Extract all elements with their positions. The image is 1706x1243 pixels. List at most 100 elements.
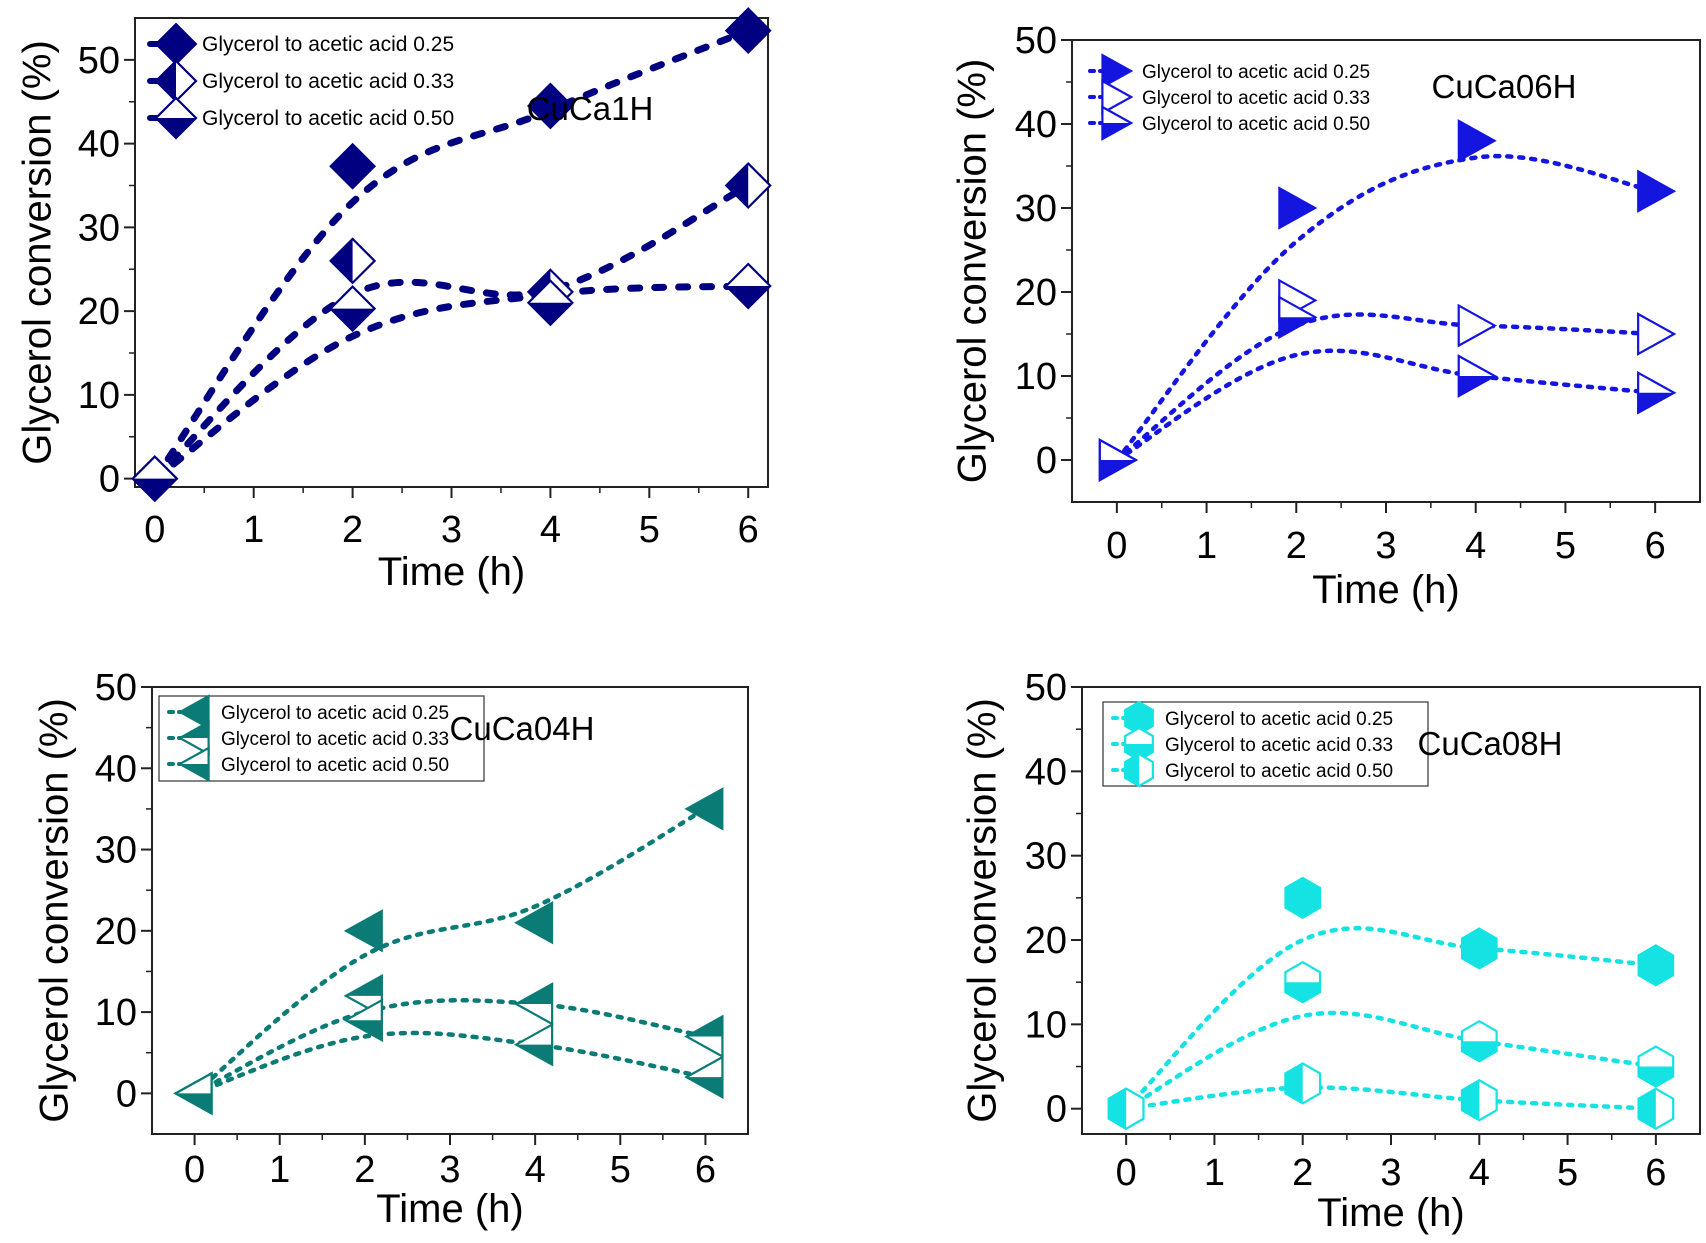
panel-title: CuCa04H: [450, 710, 595, 747]
legend-label: Glycerol to acetic acid 0.25: [221, 703, 449, 724]
series-line-1: [1123, 926, 1659, 1111]
data-point: [131, 455, 179, 503]
data-point: [1457, 303, 1497, 348]
chart-panel-cuca04h: 0 1 2 3 4 5 6 0 10 20 30 40 50 Time (h) Glycerol conve…: [33, 667, 749, 1231]
legend-label: Glycerol to acetic acid 0.50: [1165, 761, 1393, 782]
data-point: [1460, 1078, 1498, 1122]
x-tick-label: 3: [1375, 525, 1396, 567]
legend-marker: [1124, 726, 1154, 762]
legend-marker: [1101, 79, 1134, 115]
x-tick-label: 4: [1465, 525, 1486, 567]
legend-label: Glycerol to acetic acid 0.33: [202, 70, 454, 93]
data-point: [343, 909, 383, 953]
y-tick-label: 30: [1025, 836, 1067, 878]
y-axis-title: Glycerol conversion (%): [951, 59, 995, 484]
data-point: [1278, 186, 1318, 230]
x-tick-label: 6: [695, 1149, 716, 1191]
legend-label: Glycerol to acetic acid 0.33: [1142, 88, 1370, 109]
legend-marker: [1101, 53, 1134, 89]
chart-panel-cuca1h: 0 1 2 3 4 5 6 0 10 20 30 40 50 Time (h) Glycerol conve…: [16, 7, 772, 594]
y-tick-label: 0: [116, 1073, 137, 1115]
legend-label: Glycerol to acetic acid 0.50: [202, 107, 454, 130]
chart-panel-cuca06h: 0 1 2 3 4 5 6 0 10 20 30 40 50 Time (h) Glycerol conve…: [951, 20, 1701, 612]
x-tick-label: 5: [1557, 1152, 1578, 1194]
data-point: [526, 279, 574, 327]
data-point: [1284, 1062, 1322, 1105]
y-tick-label: 50: [1015, 20, 1057, 62]
x-axis-title: Time (h): [1317, 1191, 1464, 1235]
data-point: [329, 142, 377, 190]
data-point: [1460, 927, 1498, 970]
legend: Glycerol to acetic acid 0.25 Glycerol to …: [1088, 53, 1370, 141]
y-tick-label: 40: [78, 124, 120, 166]
data-point: [173, 1071, 213, 1116]
data-point: [684, 1014, 724, 1059]
y-tick-label: 10: [95, 992, 137, 1034]
y-tick-label: 20: [1015, 272, 1057, 314]
legend-marker: [177, 746, 210, 782]
legend-marker: [1124, 752, 1154, 788]
series-line-2: [1123, 1010, 1659, 1111]
data-point: [1284, 876, 1322, 920]
data-point: [1278, 295, 1318, 340]
legend-marker: [1101, 105, 1134, 141]
data-point: [1637, 944, 1675, 987]
series-line-3: [1114, 348, 1658, 463]
legend-label: Glycerol to acetic acid 0.50: [1142, 114, 1370, 135]
y-axis-title: Glycerol conversion (%): [16, 40, 60, 465]
legend-box: [158, 695, 485, 782]
y-tick-label: 0: [1036, 440, 1057, 482]
y-tick-label: 10: [78, 375, 120, 417]
x-tick-label: 3: [439, 1149, 460, 1191]
data-point: [684, 1055, 724, 1099]
panel-title: CuCa1H: [527, 90, 654, 127]
x-tick-label: 1: [243, 509, 264, 551]
series-line-3: [192, 1030, 708, 1096]
legend-label: Glycerol to acetic acid 0.33: [1165, 735, 1393, 756]
data-point: [1637, 312, 1677, 356]
y-tick-label: 0: [1046, 1089, 1067, 1131]
y-tick-label: 50: [95, 667, 137, 709]
legend-label: Glycerol to acetic acid 0.25: [1165, 709, 1393, 730]
y-tick-label: 10: [1025, 1004, 1067, 1046]
legend-label: Glycerol to acetic acid 0.25: [1142, 62, 1370, 83]
data-point: [513, 982, 554, 1026]
series-line-2: [151, 182, 752, 483]
data-point: [343, 998, 383, 1043]
series-line-1: [1114, 154, 1658, 463]
x-tick-label: 0: [1106, 525, 1127, 567]
x-tick-label: 6: [738, 509, 759, 551]
data-point: [1107, 1087, 1145, 1130]
data-point: [1460, 1019, 1498, 1063]
x-axis-title: Time (h): [1312, 568, 1459, 612]
data-point: [724, 161, 772, 210]
data-point: [1284, 960, 1322, 1004]
legend: Glycerol to acetic acid 0.25 Glycerol to …: [158, 694, 485, 782]
x-tick-label: 4: [1469, 1152, 1490, 1194]
x-tick-label: 1: [269, 1149, 290, 1191]
y-axis-title: Glycerol conversion (%): [961, 698, 1005, 1123]
legend: Glycerol to acetic acid 0.25 Glycerol to …: [147, 22, 454, 140]
legend-box: [1102, 701, 1429, 787]
data-point: [1637, 1087, 1675, 1130]
data-point: [1637, 169, 1677, 213]
data-point: [684, 787, 724, 831]
data-point: [526, 82, 574, 130]
x-tick-label: 4: [540, 509, 561, 551]
x-tick-label: 5: [610, 1149, 631, 1191]
x-tick-label: 0: [184, 1149, 205, 1191]
series-line-1: [151, 27, 752, 483]
y-axis-title: Glycerol conversion (%): [33, 698, 77, 1123]
y-tick-label: 40: [1025, 751, 1067, 793]
y-tick-label: 30: [78, 207, 120, 249]
legend-label: Glycerol to acetic acid 0.33: [221, 729, 449, 750]
panel-title: CuCa08H: [1418, 725, 1563, 762]
series-line-3: [151, 282, 752, 483]
y-tick-label: 50: [78, 40, 120, 82]
series-line-2: [1114, 312, 1658, 463]
data-point: [329, 237, 377, 285]
x-tick-label: 6: [1645, 1152, 1666, 1194]
x-tick-label: 2: [1292, 1152, 1313, 1194]
series-line-1: [192, 806, 708, 1096]
